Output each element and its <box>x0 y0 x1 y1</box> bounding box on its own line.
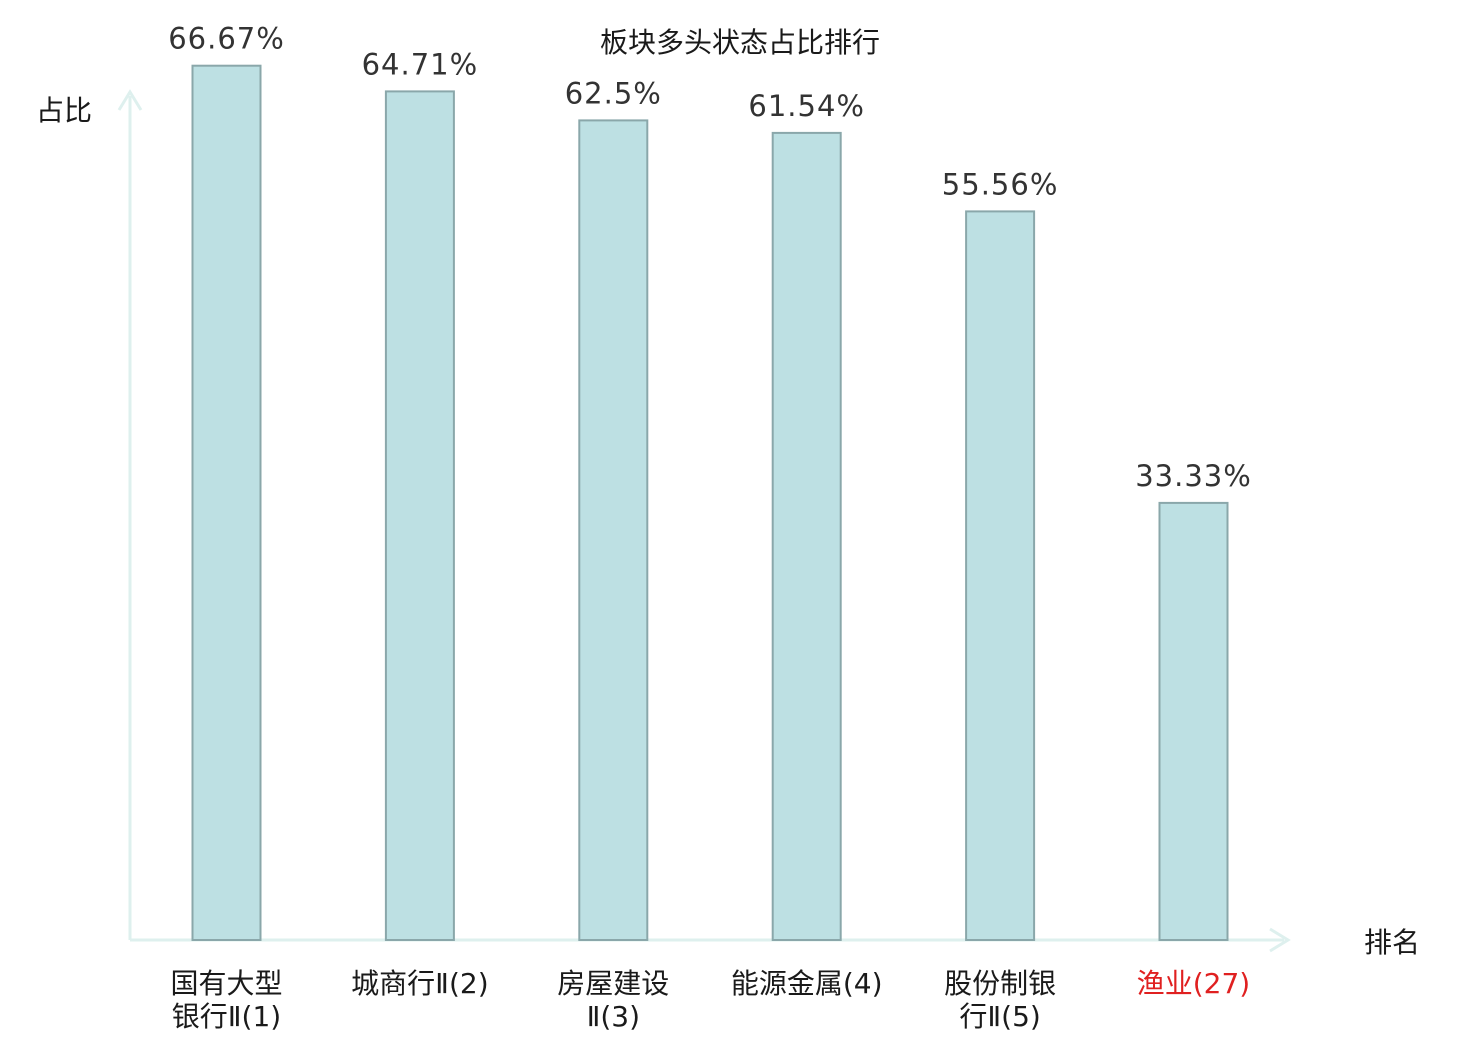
bars-layer <box>191 64 1229 941</box>
y-axis-label: 占比 <box>36 94 92 127</box>
bar-3 <box>578 119 649 941</box>
category-label-6: 渔业(27) <box>1137 967 1250 1000</box>
value-label-3: 62.5% <box>565 76 662 110</box>
bar-4 <box>771 131 842 941</box>
value-labels-layer: 66.67% 64.71% 62.5% 61.54% 55.56% 33.33% <box>168 22 1252 493</box>
value-label-4: 61.54% <box>748 89 865 123</box>
value-label-5: 55.56% <box>942 167 1059 201</box>
value-label-1: 66.67% <box>168 22 285 56</box>
category-label-2: 城商行Ⅱ(2) <box>351 967 488 1000</box>
bar-1 <box>191 64 262 941</box>
value-label-2: 64.71% <box>362 47 479 81</box>
category-label-4: 能源金属(4) <box>731 967 883 1000</box>
category-label-5: 股份制银行Ⅱ(5) <box>944 967 1056 1033</box>
category-labels-layer: 国有大型银行Ⅱ(1) 城商行Ⅱ(2) 房屋建设 Ⅱ(3) 能源金属(4) 股份制银行Ⅱ(5… <box>170 967 1250 1033</box>
bar-5 <box>965 210 1036 941</box>
y-axis-arrow <box>117 89 143 111</box>
category-label-1: 国有大型银行Ⅱ(1) <box>170 967 282 1033</box>
category-label-3: 房屋建设 Ⅱ(3) <box>557 967 669 1033</box>
value-label-6: 33.33% <box>1135 459 1252 493</box>
chart-title: 板块多头状态占比排行 <box>600 26 880 59</box>
bar-2 <box>384 90 455 941</box>
bar-6 <box>1158 501 1229 941</box>
x-axis-label: 排名 <box>1364 926 1420 959</box>
x-axis-arrow <box>1269 927 1291 953</box>
